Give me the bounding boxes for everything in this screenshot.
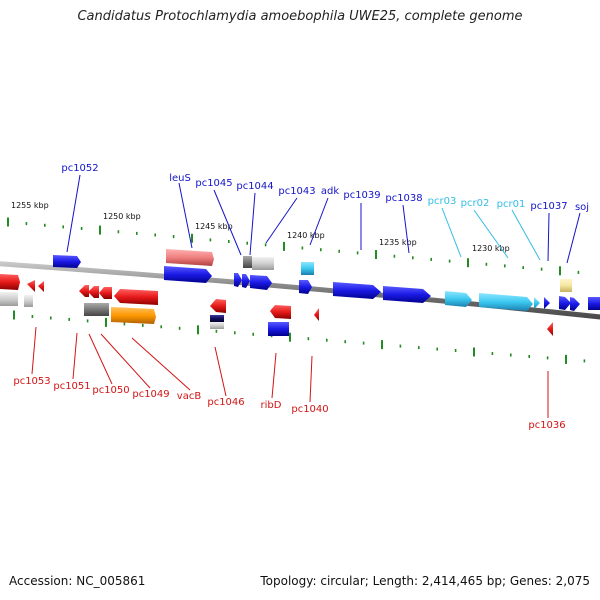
gene-label-leuS[interactable]: leuS [169, 173, 191, 184]
gene-leuS[interactable] [164, 266, 212, 283]
gene-pc1053-c[interactable] [38, 281, 44, 292]
leader-pc1043 [265, 197, 298, 244]
gene-pc1051-a[interactable] [79, 285, 89, 297]
gene-adk-rna[interactable] [301, 262, 314, 275]
gene-label-pc1045[interactable]: pc1045 [195, 178, 232, 189]
gene-label-pc1050[interactable]: pc1050 [92, 385, 129, 396]
leader-pcr01 [511, 209, 541, 261]
gene-label-pcr02[interactable]: pcr02 [461, 198, 490, 209]
gene-pc1053-light[interactable] [0, 292, 18, 306]
page-title: Candidatus Protochlamydia amoebophila UW… [77, 9, 523, 24]
gene-ribD-blue[interactable] [268, 322, 289, 336]
gene-pc1044-gray[interactable] [243, 256, 252, 268]
gene-label-pc1036[interactable]: pc1036 [528, 420, 565, 431]
gene-pcr02[interactable] [479, 293, 533, 311]
scale-label: 1235 kbp [379, 238, 417, 247]
scale-label: 1240 kbp [287, 231, 325, 240]
gene-vacB[interactable] [111, 307, 156, 324]
leader-pc1053 [31, 326, 37, 375]
gene-label-pcr01[interactable]: pcr01 [497, 199, 526, 210]
gene-label-pc1053[interactable]: pc1053 [13, 376, 50, 387]
scale-label: 1250 kbp [103, 212, 141, 221]
scale-label: 1245 kbp [195, 222, 233, 231]
gene-label-pc1043[interactable]: pc1043 [278, 186, 315, 197]
gene-adk[interactable] [299, 280, 312, 294]
leader-pc1040 [309, 355, 313, 403]
gene-forward-edge[interactable] [588, 297, 600, 310]
leader-leuS [178, 182, 193, 249]
gene-pc1043[interactable] [250, 275, 272, 290]
leader-pc1049 [100, 333, 151, 389]
leader-pc1052 [66, 174, 81, 253]
inner-tick-ring [13, 310, 586, 364]
gene-pc1053[interactable] [0, 274, 20, 290]
gene-label-vacB[interactable]: vacB [177, 391, 202, 402]
gene-soj-pale[interactable] [560, 279, 572, 292]
gene-pc1051-b[interactable] [88, 286, 99, 298]
gene-label-pc1049[interactable]: pc1049 [132, 389, 169, 400]
gene-label-pc1039[interactable]: pc1039 [343, 190, 380, 201]
leader-pc1044 [249, 192, 256, 256]
gene-leuS-pseudo[interactable] [166, 249, 214, 266]
gene-pc1045-a[interactable] [234, 273, 242, 287]
gene-label-pc1044[interactable]: pc1044 [236, 181, 273, 192]
gene-pc1038[interactable] [383, 286, 431, 303]
gene-pc1052[interactable] [53, 255, 81, 268]
gene-pc1039[interactable] [333, 282, 381, 299]
leader-soj [566, 212, 581, 264]
gene-pc1053-light-b[interactable] [24, 295, 33, 307]
gene-label-pc1037[interactable]: pc1037 [530, 201, 567, 212]
leader-vacB [131, 337, 191, 391]
gene-pc1046[interactable] [210, 299, 226, 313]
gene-label-pc1052[interactable]: pc1052 [61, 163, 98, 174]
leader-pc1038 [402, 204, 410, 254]
gene-pc1046-light[interactable] [210, 322, 224, 329]
topology-text: Topology: circular; Length: 2,414,465 bp… [260, 574, 590, 588]
gene-pc1050-gray[interactable] [84, 303, 109, 316]
leader-pc1037 [547, 212, 550, 262]
gene-label-pcr03[interactable]: pcr03 [428, 196, 457, 207]
gene-pc1037[interactable] [544, 297, 550, 309]
gene-label-pc1046[interactable]: pc1046 [207, 397, 244, 408]
gene-label-pc1040[interactable]: pc1040 [291, 404, 328, 415]
gene-label-pc1051[interactable]: pc1051 [53, 381, 90, 392]
gene-pc1036[interactable] [547, 322, 553, 336]
leader-pc1051 [72, 332, 78, 380]
gene-ribD[interactable] [270, 305, 291, 319]
gene-label-adk[interactable]: adk [321, 186, 339, 197]
leader-pc1050 [88, 333, 113, 385]
gene-pcr01[interactable] [534, 297, 540, 309]
leader-pcr02 [473, 209, 509, 259]
gene-label-pc1038[interactable]: pc1038 [385, 193, 422, 204]
gene-label-ribD[interactable]: ribD [261, 400, 282, 411]
gene-pc1049[interactable] [114, 289, 158, 305]
gene-pc1050[interactable] [99, 287, 112, 299]
leader-adk [309, 197, 329, 246]
gene-pc1044-light[interactable] [252, 257, 274, 270]
gene-soj-b[interactable] [570, 297, 580, 311]
scale-label: 1230 kbp [472, 244, 510, 253]
gene-pc1045-b[interactable] [242, 274, 250, 288]
gene-pc1046-dark[interactable] [210, 315, 224, 322]
accession-text: Accession: NC_005861 [9, 574, 146, 588]
leader-ribD [271, 352, 277, 399]
gene-soj-a[interactable] [559, 296, 571, 310]
leader-pcr03 [441, 207, 462, 258]
scale-label: 1255 kbp [11, 201, 49, 210]
leader-pc1046 [214, 346, 227, 397]
outer-tick-ring [7, 217, 580, 276]
gene-pcr03[interactable] [445, 291, 472, 307]
gene-pc1053-b[interactable] [27, 280, 35, 292]
leader-pc1045 [213, 189, 242, 256]
gene-label-soj[interactable]: soj [575, 202, 589, 213]
gene-pc1040[interactable] [314, 308, 319, 321]
